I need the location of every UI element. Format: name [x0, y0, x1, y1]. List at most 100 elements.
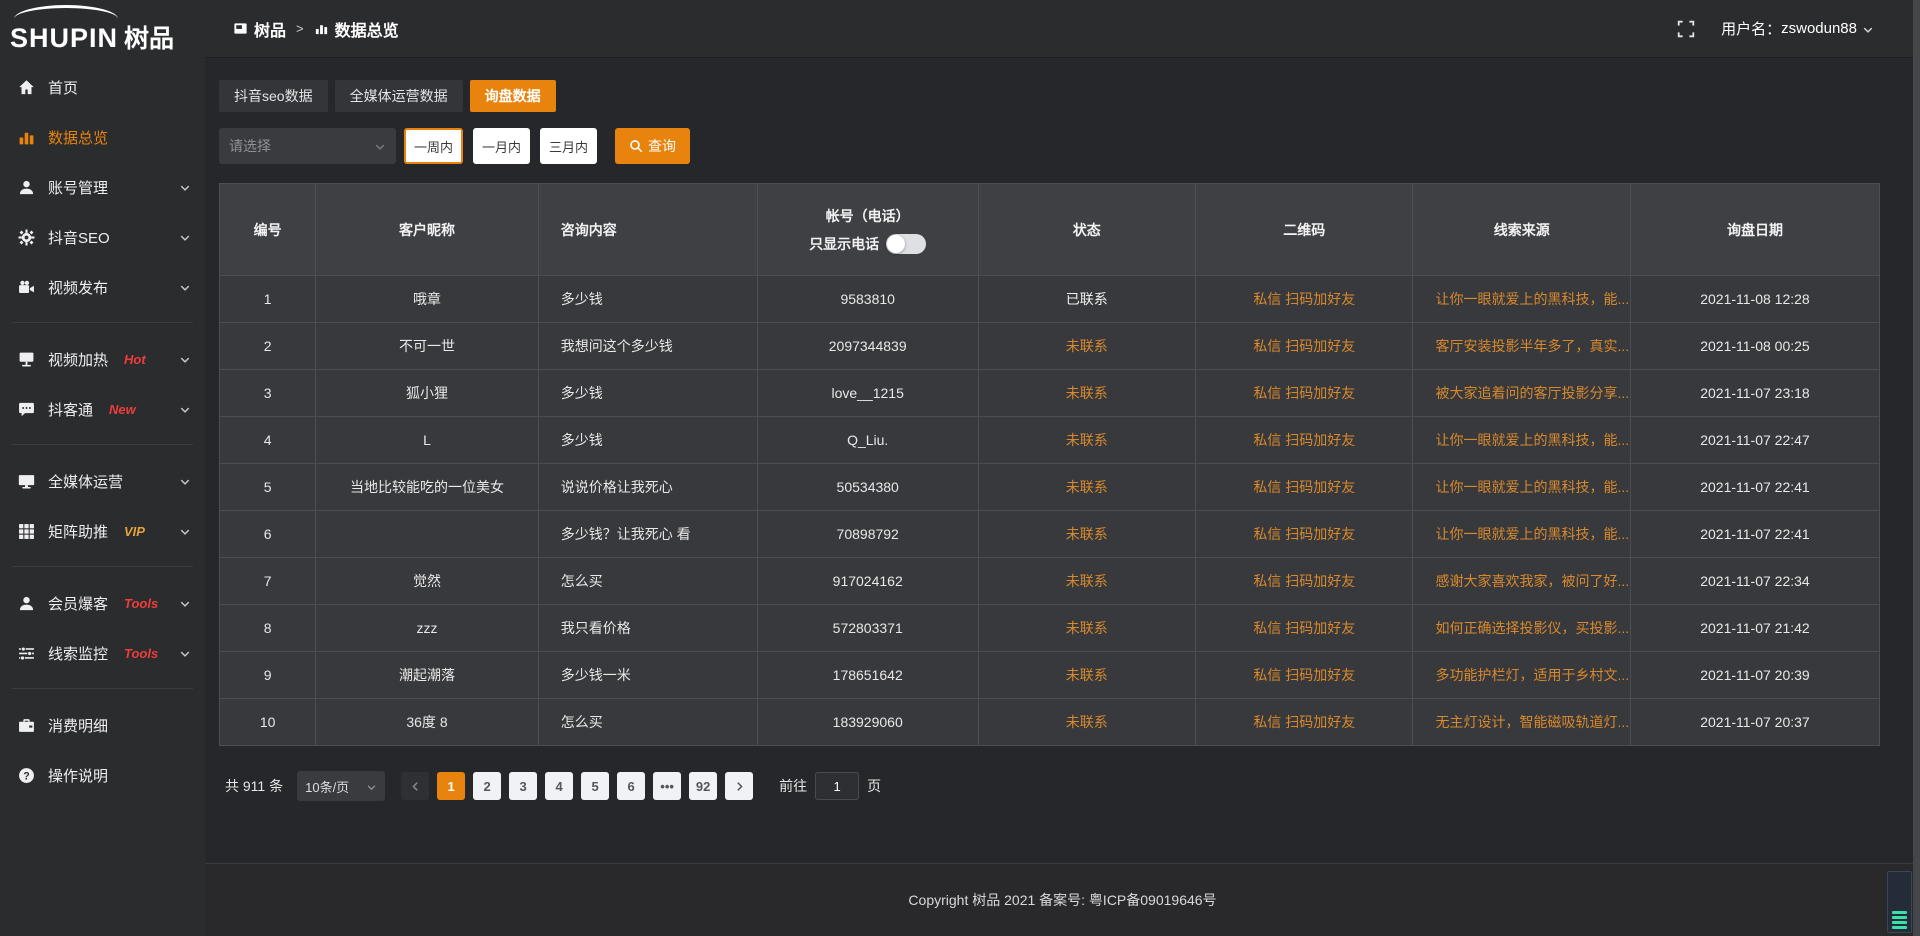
sidebar-item-全媒体运营[interactable]: 全媒体运营 — [0, 456, 205, 506]
cell-qr-links[interactable]: 私信 扫码加好友 — [1195, 510, 1414, 558]
cell-qr-links[interactable]: 私信 扫码加好友 — [1195, 416, 1414, 464]
tab-询盘数据[interactable]: 询盘数据 — [469, 80, 556, 112]
cell-no: 3 — [218, 369, 317, 417]
sidebar-item-首页[interactable]: 首页 — [0, 62, 205, 112]
cell-qr-links[interactable]: 私信 扫码加好友 — [1195, 557, 1414, 605]
cell-status: 未联系 — [977, 322, 1197, 370]
cell-qr-links[interactable]: 私信 扫码加好友 — [1195, 463, 1414, 511]
range-button-一周内[interactable]: 一周内 — [404, 128, 464, 164]
page-button-4[interactable]: 4 — [545, 772, 574, 800]
page-scrollbar[interactable] — [1913, 0, 1920, 936]
query-button[interactable]: 查询 — [615, 128, 691, 164]
cell-lead-source[interactable]: 让你一眼就爱上的黑科技，能... — [1412, 510, 1631, 558]
cell-lead-source[interactable]: 让你一眼就爱上的黑科技，能... — [1412, 416, 1631, 464]
sidebar-item-label: 视频加热 — [48, 351, 109, 369]
sidebar-item-消费明细[interactable]: 消费明细 — [0, 700, 205, 750]
next-page-button[interactable] — [725, 772, 754, 800]
page-button-2[interactable]: 2 — [473, 772, 502, 800]
cell-content: 多少钱一米 — [537, 651, 758, 699]
widget-bar — [1892, 926, 1907, 929]
cell-qr-links[interactable]: 私信 扫码加好友 — [1195, 651, 1414, 699]
sidebar-item-抖客通[interactable]: 抖客通 New — [0, 384, 205, 434]
sidebar-item-操作说明[interactable]: ? 操作说明 — [0, 750, 205, 800]
cell-lead-source[interactable]: 感谢大家喜欢我家，被问了好... — [1412, 557, 1631, 605]
prev-page-button[interactable] — [401, 772, 430, 800]
page-size-select[interactable]: 10条/页 — [297, 771, 386, 801]
sidebar-group-divider — [12, 322, 193, 323]
table-body: 1 哦章 多少钱 9583810 已联系 私信 扫码加好友 让你一眼就爱上的黑科技，能...… — [218, 275, 1881, 746]
cell-content: 说说价格让我死心 — [537, 463, 758, 511]
cell-lead-source[interactable]: 让你一眼就爱上的黑科技，能... — [1412, 275, 1631, 323]
page-button-1[interactable]: 1 — [437, 772, 466, 800]
cell-lead-source[interactable]: 被大家追着问的客厅投影分享... — [1412, 369, 1631, 417]
cell-content: 多少钱 — [537, 416, 758, 464]
range-button-三月内[interactable]: 三月内 — [540, 128, 598, 164]
cell-status: 未联系 — [977, 416, 1197, 464]
sidebar-item-label: 消费明细 — [48, 717, 109, 735]
page-button-3[interactable]: 3 — [509, 772, 538, 800]
phone-only-toggle[interactable] — [886, 233, 927, 254]
cell-no: 1 — [218, 275, 317, 323]
user-menu[interactable]: 用户名： zswodun88 — [1721, 18, 1874, 39]
grid-icon — [18, 523, 35, 540]
sidebar-group-divider — [12, 444, 193, 445]
total-count-label: 共 911 条 — [225, 778, 284, 794]
table-header-row: 编号 客户昵称 咨询内容 帐号（电话） 只显示电话 状态 二维码 线索来源 询盘日期 — [218, 183, 1881, 276]
cell-no: 10 — [218, 698, 317, 746]
cell-lead-source[interactable]: 如何正确选择投影仪，买投影... — [1412, 604, 1631, 652]
cell-account: 178651642 — [756, 651, 979, 699]
sidebar-item-线索监控[interactable]: 线索监控 Tools — [0, 628, 205, 678]
table-row: 9 潮起潮落 多少钱一米 178651642 未联系 私信 扫码加好友 多功能护栏灯，适用于… — [218, 651, 1881, 699]
cell-qr-links[interactable]: 私信 扫码加好友 — [1195, 604, 1414, 652]
cell-qr-links[interactable]: 私信 扫码加好友 — [1195, 698, 1414, 746]
sidebar-item-视频发布[interactable]: 视频发布 — [0, 262, 205, 312]
sidebar-item-抖音SEO[interactable]: 抖音SEO — [0, 212, 205, 262]
cell-content: 多少钱 — [537, 275, 758, 323]
page-button-5[interactable]: 5 — [581, 772, 610, 800]
data-tabs: 抖音seo数据 全媒体运营数据 询盘数据 — [219, 80, 1880, 112]
cell-inquiry-date: 2021-11-07 22:47 — [1629, 416, 1881, 464]
table-row: 8 zzz 我只看价格 572803371 未联系 私信 扫码加好友 如何正确选择投影仪，买… — [218, 604, 1881, 652]
cell-qr-links[interactable]: 私信 扫码加好友 — [1195, 275, 1414, 323]
page-button-92[interactable]: 92 — [689, 772, 718, 800]
chevron-down-icon — [179, 181, 191, 193]
mini-equalizer-widget[interactable] — [1887, 871, 1912, 933]
cell-qr-links[interactable]: 私信 扫码加好友 — [1195, 322, 1414, 370]
sidebar-item-矩阵助推[interactable]: 矩阵助推 VIP — [0, 506, 205, 556]
cell-lead-source[interactable]: 让你一眼就爱上的黑科技，能... — [1412, 463, 1631, 511]
cell-account: 917024162 — [756, 557, 979, 605]
cell-lead-source[interactable]: 多功能护栏灯，适用于乡村文... — [1412, 651, 1631, 699]
app-logo[interactable]: SHUPIN 树品 — [0, 0, 205, 60]
table-row: 3 狐小狸 多少钱 love__1215 未联系 私信 扫码加好友 被大家追着问的客厅投影分… — [218, 369, 1881, 417]
home-icon — [18, 79, 35, 96]
bar-chart-icon — [18, 129, 35, 146]
tab-抖音seo数据[interactable]: 抖音seo数据 — [219, 80, 328, 112]
cell-lead-source[interactable]: 无主灯设计，智能磁吸轨道灯... — [1412, 698, 1631, 746]
cell-qr-links[interactable]: 私信 扫码加好友 — [1195, 369, 1414, 417]
page-ellipsis-button[interactable]: ••• — [653, 772, 682, 800]
sidebar-item-会员爆客[interactable]: 会员爆客 Tools — [0, 578, 205, 628]
column-header-编号: 编号 — [218, 183, 317, 276]
sidebar-item-badge: VIP — [124, 523, 145, 539]
person-icon — [18, 595, 35, 612]
sidebar-item-视频加热[interactable]: 视频加热 Hot — [0, 334, 205, 384]
tab-全媒体运营数据[interactable]: 全媒体运营数据 — [334, 80, 463, 112]
cell-no: 8 — [218, 604, 317, 652]
sidebar-item-数据总览[interactable]: 数据总览 — [0, 112, 205, 162]
cell-account: 50534380 — [756, 463, 979, 511]
range-button-一月内[interactable]: 一月内 — [473, 128, 531, 164]
page-button-6[interactable]: 6 — [617, 772, 646, 800]
cell-lead-source[interactable]: 客厅安装投影半年多了，真实... — [1412, 322, 1631, 370]
filter-select[interactable]: 请选择 — [219, 128, 396, 164]
table-row: 10 36度 8 怎么买 183929060 未联系 私信 扫码加好友 无主灯设计，智能磁吸… — [218, 698, 1881, 746]
breadcrumb-item-数据总览[interactable]: 数据总览 — [314, 17, 399, 41]
sidebar-item-账号管理[interactable]: 账号管理 — [0, 162, 205, 212]
goto-page-input[interactable] — [815, 772, 860, 800]
chevron-down-icon — [179, 597, 191, 609]
cell-status: 未联系 — [977, 698, 1197, 746]
breadcrumb-item-树品[interactable]: 树品 — [233, 17, 286, 41]
sidebar-item-badge: New — [109, 401, 136, 417]
cell-content: 多少钱 — [537, 369, 758, 417]
fullscreen-icon[interactable] — [1677, 20, 1695, 38]
question-icon: ? — [18, 767, 35, 784]
